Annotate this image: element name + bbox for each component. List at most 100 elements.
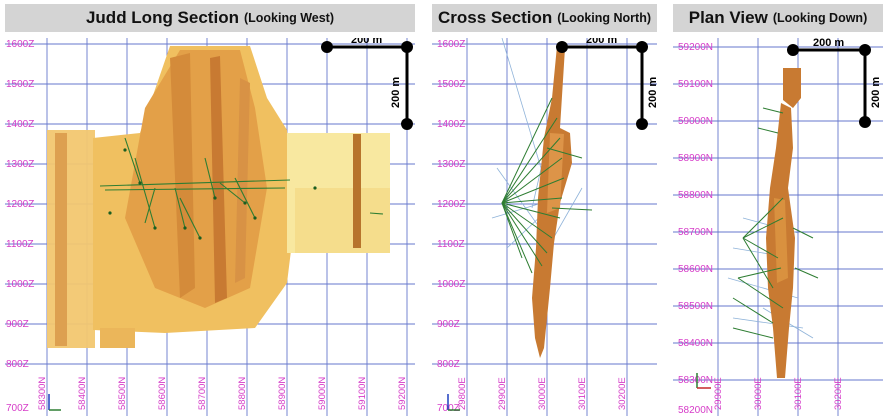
long-section-scale-bar: 200 m 200 m [321,38,413,130]
x-label: 58500N [117,377,128,410]
z-label: 1100Z [6,239,34,250]
cross-section-header: Cross Section (Looking North) [432,4,657,32]
long-section-z-labels: 1600Z 1500Z 1400Z 1300Z 1200Z 1100Z 1000… [6,39,34,414]
cross-section-drill-green [501,97,593,274]
plan-view-header: Plan View (Looking Down) [673,4,883,32]
x-label: 59000N [317,377,328,410]
plan-view-orebody [766,68,801,378]
z-label: 900Z [6,319,29,330]
cross-section-subtitle: (Looking North) [557,11,652,25]
long-section-x-labels: 58300N 58400N 58500N 58600N 58700N 58800… [37,377,408,410]
orebody-streak-2 [210,56,227,303]
x-label: 29900E [713,377,724,410]
n-label: 58800N [678,190,713,201]
z-label: 1500Z [6,79,34,90]
x-label: 58400N [77,377,88,410]
x-label: 59100N [357,377,368,410]
n-label: 58600N [678,264,713,275]
z-label: 1600Z [6,39,34,50]
axis-triad-icon [447,394,460,411]
n-label: 58500N [678,301,713,312]
plan-view-scale-bar: 200 m 200 m [787,38,882,128]
cross-section-scale-bar: 200 m 200 m [556,38,657,130]
x-label: 30200E [617,377,628,410]
z-label: 1400Z [6,119,34,130]
plan-view-panel: Plan View (Looking Down) [673,0,883,417]
x-label: 30000E [537,377,548,410]
orebody-streak-3 [235,78,250,283]
orebody-plan-highlight [774,198,788,283]
cross-section-z-labels: 1600Z 1500Z 1400Z 1300Z 1200Z 1100Z 1000… [437,39,465,414]
z-label: 900Z [437,319,460,330]
cross-section-plot: 1600Z 1500Z 1400Z 1300Z 1200Z 1100Z 1000… [432,38,657,416]
orebody-core [125,50,267,308]
cross-section-x-labels: 29800E 29900E 30000E 30100E 30200E [457,377,628,410]
plan-view-plot: 59200N 59100N 59000N 58900N 58800N 58700… [673,38,883,416]
orebody-right-lower [295,188,390,253]
z-label: 1100Z [437,239,465,250]
z-label: 1200Z [6,199,34,210]
orebody-left-stripe [55,133,67,346]
long-section-subtitle: (Looking West) [243,11,335,25]
z-label: 1200Z [437,199,465,210]
plan-view-drill-green [732,107,819,339]
x-label: 29900E [497,377,508,410]
n-label: 59100N [678,79,713,90]
n-label: 59200N [678,42,713,53]
z-label: 1000Z [6,279,34,290]
scale-bar-horizontal-label: 200 m [351,38,382,46]
long-section-title: Judd Long Section [85,8,239,27]
n-label: 58200N [678,405,713,416]
x-label: 58900N [277,377,288,410]
z-label: 1600Z [437,39,465,50]
z-label: 700Z [6,403,29,414]
orebody-plan-top [783,68,801,108]
scale-bar-vertical-label: 200 m [390,77,402,108]
plan-view-x-labels: 29900E 30000E 30100E 30200E [713,377,844,410]
orebody-streak-1 [170,53,195,298]
axis-triad-icon [696,373,711,389]
x-label: 29800E [457,377,468,410]
z-label: 800Z [437,359,460,370]
x-label: 30100E [793,377,804,410]
z-label: 1300Z [437,159,465,170]
plan-view-subtitle: (Looking Down) [772,11,868,25]
x-label: 58300N [37,377,48,410]
plan-view-n-labels: 59200N 59100N 59000N 58900N 58800N 58700… [678,42,713,416]
n-label: 58400N [678,338,713,349]
cross-section-title: Cross Section [437,8,553,27]
x-label: 30100E [577,377,588,410]
scale-bar-horizontal-label: 200 m [813,38,844,49]
axis-triad-icon [48,394,61,411]
orebody-right-stripe [353,134,361,248]
long-section-orebody [47,46,390,348]
orebody-lower-tail [100,328,135,348]
n-label: 58900N [678,153,713,164]
scale-bar-vertical-label: 200 m [647,77,657,108]
plan-view-title: Plan View [688,8,768,27]
scale-bar-horizontal-label: 200 m [586,38,617,46]
long-section-header: Judd Long Section (Looking West) [5,4,415,32]
orebody-left-block [47,130,95,348]
n-label: 58300N [678,375,713,386]
long-section-panel: Judd Long Section (Looking West) [5,0,415,417]
x-label: 30000E [753,377,764,410]
z-label: 1500Z [437,79,465,90]
cross-section-panel: Cross Section (Looking North) [432,0,657,417]
x-label: 58700N [197,377,208,410]
n-label: 59000N [678,116,713,127]
orebody-dyke-highlight [547,133,564,213]
x-label: 30200E [833,377,844,410]
scale-bar-vertical-label: 200 m [870,77,882,108]
long-section-drill-dots [108,148,317,240]
z-label: 1300Z [6,159,34,170]
z-label: 1000Z [437,279,465,290]
z-label: 800Z [6,359,29,370]
x-label: 58600N [157,377,168,410]
x-label: 58800N [237,377,248,410]
z-label: 1400Z [437,119,465,130]
long-section-plot: 1600Z 1500Z 1400Z 1300Z 1200Z 1100Z 1000… [5,38,415,416]
n-label: 58700N [678,227,713,238]
x-label: 59200N [397,377,408,410]
long-section-drillholes [99,137,384,239]
